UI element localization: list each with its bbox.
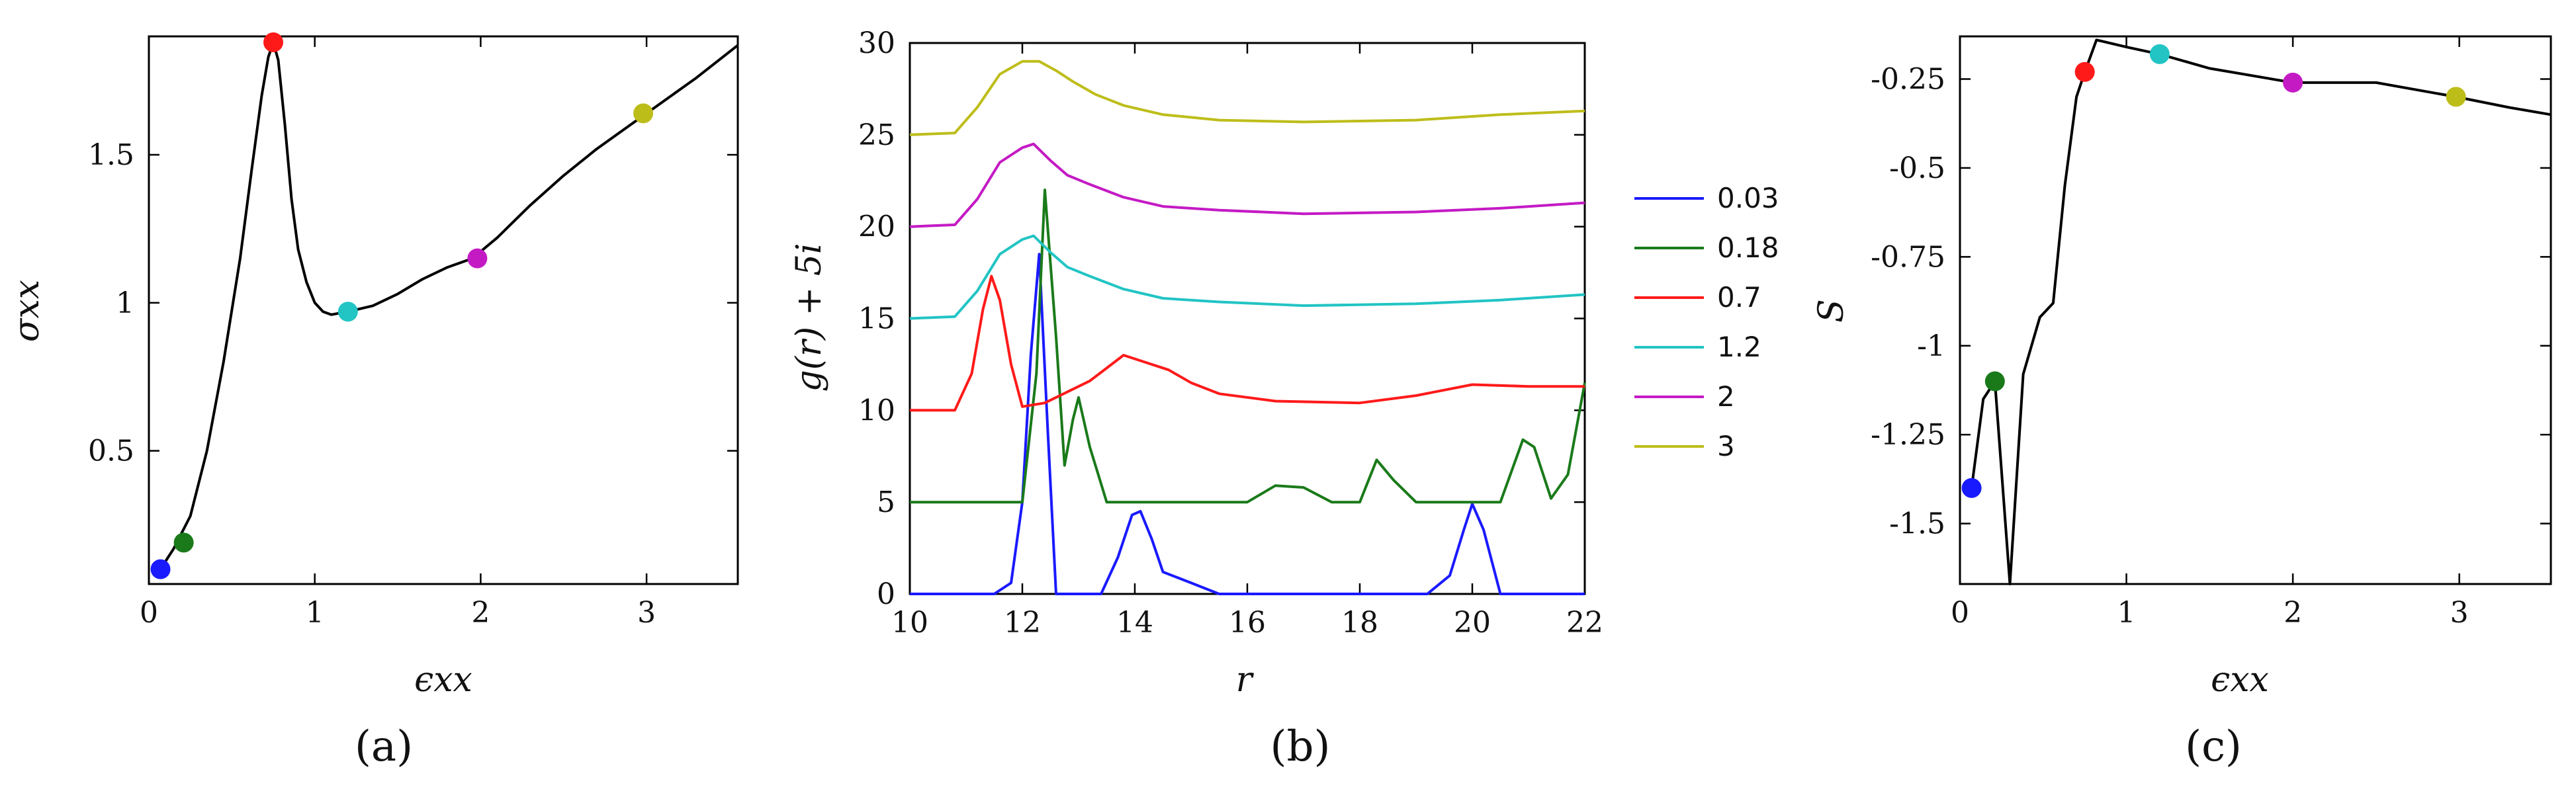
panel-a-ylabel: σxx [7, 280, 47, 342]
panel-c-order-parameter: 0 1 2 3 -0.25 -0.5 -0.75 -1 -1.25 -1.5 S ϵxx (c) [1812, 35, 2552, 771]
series-line-1-2 [909, 234, 1585, 320]
x-tick-label: 0 [140, 596, 158, 630]
panel-c-xlabel: ϵxx [2211, 660, 2269, 700]
series-line-stress-strain [159, 41, 739, 570]
x-tick-label: 3 [637, 596, 656, 630]
series-line-0-7 [910, 274, 1585, 412]
y-tick-label: 15 [858, 302, 895, 336]
y-tick-label: 1.5 [88, 138, 134, 172]
data-point-marker [1961, 478, 1982, 498]
panel-b-ylabel: g(r) + 5i [789, 243, 829, 392]
data-point-marker [2074, 62, 2095, 82]
panel-a-ticks: 0 1 2 3 0.5 1 1.5 [88, 36, 738, 630]
data-point-marker [633, 103, 654, 124]
panel-b-series [909, 60, 1586, 595]
panel-c-markers [1961, 44, 2466, 498]
x-tick-label: 1 [306, 596, 324, 630]
data-point-marker [150, 559, 171, 579]
y-tick-label: -0.5 [1889, 151, 1945, 185]
series-line-S [1970, 38, 2552, 585]
y-tick-label: -0.75 [1871, 240, 1945, 274]
legend-label: 2 [1717, 380, 1735, 413]
data-point-marker [337, 302, 358, 322]
panel-a-markers [150, 32, 654, 579]
x-tick-label: 2 [471, 596, 490, 630]
data-point-marker [173, 532, 194, 553]
data-point-marker [1984, 371, 2005, 392]
x-tick-label: 2 [2284, 596, 2302, 630]
series-line-3 [909, 60, 1585, 136]
panel-b-label: (b) [1270, 722, 1331, 771]
y-tick-label: 30 [858, 26, 895, 60]
y-tick-label: -1.25 [1871, 418, 1945, 452]
legend-label: 3 [1717, 430, 1735, 462]
x-tick-label: 16 [1229, 606, 1266, 640]
x-tick-label: 1 [2117, 596, 2136, 630]
panel-c-label: (c) [2185, 722, 2242, 771]
panel-a-series [159, 41, 739, 570]
data-point-marker [2283, 72, 2303, 93]
y-tick-label: -0.25 [1871, 63, 1945, 97]
y-tick-label: -1 [1917, 329, 1945, 363]
panel-a-label: (a) [355, 722, 413, 771]
panel-a-plot-frame [148, 35, 739, 585]
x-tick-label: 10 [891, 606, 928, 640]
y-tick-label: 10 [858, 394, 895, 427]
panel-c-ticks: 0 1 2 3 -0.25 -0.5 -0.75 -1 -1.25 -1.5 [1871, 36, 2551, 630]
data-point-marker [2149, 44, 2170, 64]
legend-label: 0.18 [1717, 231, 1779, 264]
panel-b-xlabel: r [1236, 660, 1255, 700]
panel-c-series [1970, 38, 2552, 585]
panel-c-ylabel: S [1812, 299, 1851, 323]
panel-a-stress-strain: 0 1 2 3 0.5 1 1.5 σxx ϵxx (a) [7, 32, 739, 771]
x-tick-label: 14 [1116, 606, 1153, 640]
data-point-marker [467, 248, 488, 269]
y-tick-label: 0 [877, 577, 895, 611]
panel-b-plot-frame [909, 42, 1586, 595]
y-tick-label: 20 [858, 210, 895, 244]
panel-a-xlabel: ϵxx [414, 660, 472, 700]
legend-label: 0.7 [1717, 281, 1761, 314]
series-line-0-18 [910, 188, 1586, 504]
x-tick-label: 12 [1004, 606, 1041, 640]
y-tick-label: -1.5 [1889, 507, 1945, 541]
legend-label: 0.03 [1717, 182, 1779, 214]
x-tick-label: 3 [2450, 596, 2469, 630]
y-tick-label: 25 [858, 118, 895, 152]
series-line-2 [909, 142, 1585, 228]
y-tick-label: 0.5 [88, 435, 134, 468]
series-line-0-03 [910, 253, 1585, 595]
x-tick-label: 22 [1566, 606, 1603, 640]
panel-b-ticks: 10 12 14 16 18 20 22 0 5 10 15 20 25 30 [858, 26, 1603, 640]
x-tick-label: 0 [1951, 596, 1969, 630]
panel-b-legend: 0.03 0.18 0.7 1.2 2 3 [1634, 182, 1779, 462]
data-point-marker [2446, 87, 2466, 107]
x-tick-label: 20 [1454, 606, 1491, 640]
data-point-marker [263, 32, 284, 52]
y-tick-label: 5 [877, 485, 895, 519]
y-tick-label: 1 [116, 286, 134, 320]
legend-label: 1.2 [1717, 331, 1761, 363]
x-tick-label: 18 [1341, 606, 1378, 640]
panel-b-radial-distribution: 10 12 14 16 18 20 22 0 5 10 15 20 25 30 g(r) + 5i r (… [789, 26, 1779, 771]
panel-c-plot-frame [1959, 35, 2552, 585]
